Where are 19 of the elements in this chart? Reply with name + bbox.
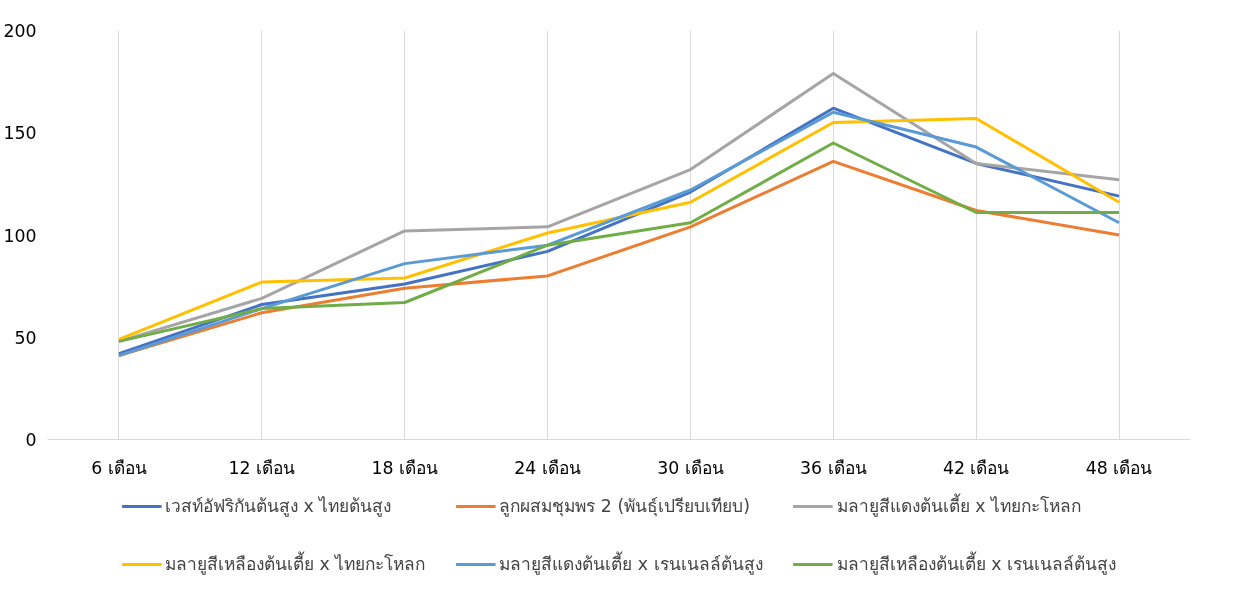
x-tick-label: 24 เดือน [514, 457, 581, 478]
x-tick-label: 36 เดือน [800, 457, 867, 478]
legend-label: เวสท์อัฟริกันต้นสูง x ไทยต้นสูง [165, 495, 392, 519]
legend-label: มลายูสีเหลืองต้นเตี้ย x ไทยกะโหลก [165, 550, 426, 577]
legend-label: มลายูสีเหลืองต้นเตี้ย x เรนเนลล์ต้นสูง [836, 550, 1116, 577]
x-tick-label: 12 เดือน [228, 457, 296, 478]
x-tick-label: 30 เดือน [657, 457, 724, 478]
x-tick-label: 48 เดือน [1085, 457, 1153, 478]
legend-label: มลายูสีแดงต้นเตี้ย x เรนเนลล์ต้นสูง [499, 550, 763, 577]
y-tick-label: 50 [14, 327, 37, 348]
y-tick-label: 150 [3, 123, 37, 144]
legend-label: มลายูสีแดงต้นเตี้ย x ไทยกะโหลก [836, 492, 1081, 519]
x-tick-label: 42 เดือน [942, 457, 1010, 478]
x-tick-label: 6 เดือน [91, 457, 147, 478]
y-tick-label: 0 [25, 430, 37, 450]
y-tick-label: 100 [3, 225, 37, 246]
y-tick-label: 200 [3, 21, 37, 41]
x-tick-label: 18 เดือน [371, 457, 438, 478]
legend-label: ลูกผสมชุมพร 2 (พันธุ์เปรียบเทียบ) [499, 495, 750, 519]
